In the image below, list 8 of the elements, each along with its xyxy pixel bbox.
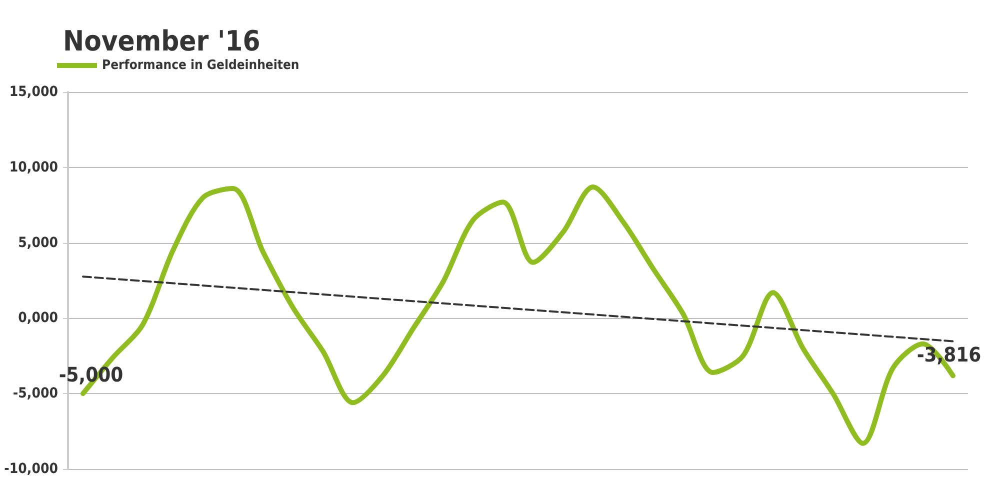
y-tick-label: -5,000 <box>12 386 58 402</box>
y-tick-label: 0,000 <box>18 310 58 326</box>
y-tick-label: 5,000 <box>18 234 58 251</box>
y-tick-label: 10,000 <box>9 159 58 176</box>
legend-label: Performance in Geldeinheiten <box>102 58 300 73</box>
chart-title: November '16 <box>63 24 260 58</box>
y-tick-label: 15,000 <box>9 84 58 100</box>
y-tick-label: -10,000 <box>4 461 58 477</box>
